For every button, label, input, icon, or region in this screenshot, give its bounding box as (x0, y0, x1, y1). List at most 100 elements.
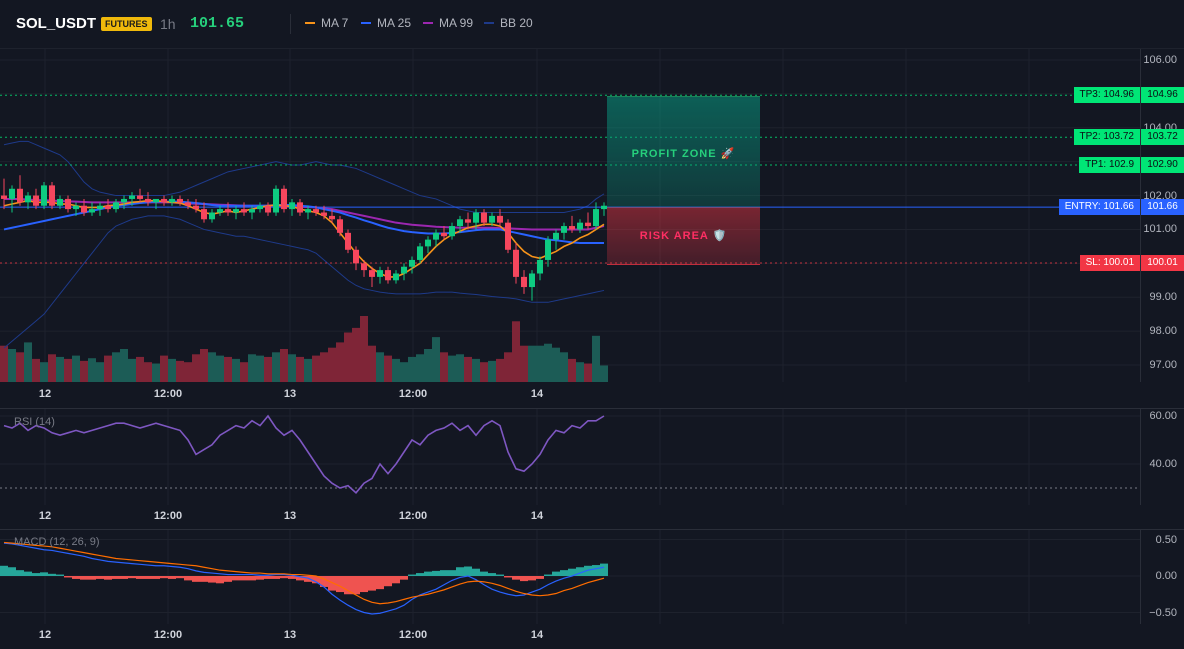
legend-ma99-label: MA 99 (439, 16, 474, 30)
ma7-swatch (305, 22, 315, 24)
macd-histogram-bar (472, 568, 480, 576)
price-axis-label: 98.00 (1149, 325, 1177, 338)
candle-body (129, 195, 135, 199)
candle-body (401, 266, 407, 274)
time-label: 12:00 (398, 388, 428, 400)
volume-bar (80, 360, 88, 382)
volume-bar (104, 355, 112, 382)
tp-axis-tag: 102.90 (1141, 157, 1184, 174)
macd-panel[interactable]: MACD (12, 26, 9) (0, 529, 1140, 624)
candle-body (265, 205, 271, 213)
candle-body (57, 198, 63, 206)
macd-histogram-bar (368, 576, 376, 591)
volume-bar (312, 355, 320, 382)
rsi-panel[interactable]: RSI (14) (0, 408, 1140, 505)
candle-body (361, 263, 367, 271)
price-panel[interactable]: PROFIT ZONE 🚀 RISK AREA 🛡️ TP3: 104.96 TP… (0, 49, 1140, 382)
volume-bar (264, 356, 272, 382)
candle-body (225, 209, 231, 213)
volume-bar (552, 347, 560, 382)
ma25-swatch (361, 22, 371, 24)
volume-bar (120, 349, 128, 382)
time-label: 12:00 (398, 629, 428, 641)
rsi-axis[interactable]: 60.00 40.00 (1140, 408, 1184, 505)
symbol-name[interactable]: SOL_USDT (16, 15, 97, 32)
volume-bar (328, 347, 336, 382)
volume-bar (600, 365, 608, 382)
macd-signal-line (3, 541, 605, 605)
volume-bar (184, 362, 192, 382)
legend-ma25-label: MA 25 (377, 16, 412, 30)
volume-bar (576, 362, 584, 382)
candle-body (369, 270, 375, 277)
volume-bar (192, 354, 200, 382)
candle-body (145, 198, 151, 203)
macd-histogram-bar (480, 571, 488, 576)
legend-ma7-label: MA 7 (321, 16, 349, 30)
macd-histogram-bar (8, 567, 16, 576)
macd-histogram-bar (96, 576, 104, 579)
candle-body (153, 198, 159, 203)
time-label: 12 (38, 510, 52, 522)
macd-histogram-bar (400, 576, 408, 580)
macd-histogram-bar (184, 576, 192, 581)
macd-histogram-bar (280, 576, 288, 579)
macd-histogram-bar (560, 570, 568, 576)
candle-body (489, 215, 495, 223)
time-label: 12 (38, 629, 52, 641)
price-axis-label: 102.00 (1143, 189, 1177, 202)
volume-bar (72, 355, 80, 382)
macd-histogram-bar (256, 576, 264, 580)
rsi-title: RSI (14) (14, 416, 55, 428)
volume-bar (240, 362, 248, 382)
legend-bb20[interactable]: BB 20 (484, 16, 533, 30)
tp-axis-tag: 104.96 (1141, 87, 1184, 104)
macd-histogram-bar (544, 574, 552, 576)
time-label: 14 (530, 510, 544, 522)
volume-bar (8, 349, 16, 382)
price-axis-label: 99.00 (1149, 291, 1177, 304)
macd-axis[interactable]: 0.50 0.00 −0.50 (1140, 529, 1184, 624)
rsi-axis-label: 40.00 (1149, 458, 1177, 470)
risk-zone: RISK AREA 🛡️ (607, 207, 760, 265)
legend-ma25[interactable]: MA 25 (361, 16, 411, 30)
legend-ma99[interactable]: MA 99 (423, 16, 473, 30)
candle-body (473, 212, 479, 223)
macd-histogram-bar (424, 571, 432, 576)
macd-histogram-bar (200, 576, 208, 582)
volume-bar (216, 355, 224, 382)
macd-histogram-bar (288, 576, 296, 579)
volume-bar (528, 345, 536, 382)
timeframe-selector[interactable]: 1h (160, 16, 176, 32)
candle-body (233, 209, 239, 213)
macd-histogram-bar (304, 576, 312, 582)
price-chart[interactable] (0, 49, 1140, 382)
legend-ma7[interactable]: MA 7 (305, 16, 348, 30)
macd-histogram-bar (136, 576, 144, 579)
macd-histogram-bar (592, 565, 600, 576)
macd-histogram-bar (488, 573, 496, 576)
candle-body (89, 209, 95, 213)
volume-bar (248, 354, 256, 382)
volume-bar (536, 345, 544, 382)
volume-bar (448, 355, 456, 382)
volume-bar (280, 349, 288, 382)
volume-bar (256, 355, 264, 382)
macd-histogram-bar (552, 571, 560, 576)
price-axis-label: 106.00 (1143, 54, 1177, 66)
macd-histogram-bar (392, 576, 400, 584)
macd-histogram-bar (72, 576, 80, 579)
volume-bar (160, 355, 168, 382)
macd-histogram-bar (448, 570, 456, 576)
macd-histogram-bar (496, 574, 504, 576)
tp-tag: TP1: 102.9 (1079, 157, 1140, 174)
volume-bar (224, 356, 232, 382)
macd-chart[interactable] (0, 530, 1140, 624)
macd-histogram-bar (216, 576, 224, 584)
tp-tag: TP3: 104.96 (1073, 87, 1140, 104)
rsi-chart[interactable] (0, 409, 1140, 505)
ma7-line (3, 199, 605, 278)
macd-histogram-bar (408, 574, 416, 576)
volume-bar (56, 356, 64, 382)
macd-histogram-bar (576, 567, 584, 576)
